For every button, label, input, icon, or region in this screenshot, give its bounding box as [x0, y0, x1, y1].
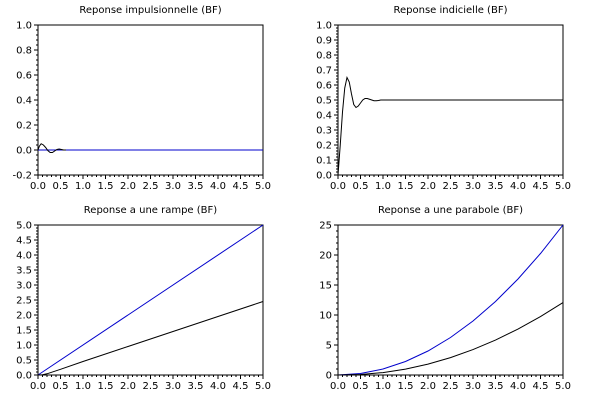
- y-tick-label: 1.0: [16, 21, 32, 32]
- plot-step-response: Reponse indicielle (BF) 0.0 0.5 1.0 1.5 2.0 2.…: [316, 5, 571, 192]
- y-tick-label: 1.5: [16, 326, 32, 337]
- x-tick-label: 0.5: [353, 381, 369, 392]
- x-tick-label: 0.5: [53, 181, 69, 192]
- y-tick-label: 0.0: [316, 171, 332, 182]
- x-tick-label: 2.0: [120, 181, 136, 192]
- y-tick-label: 5.0: [16, 221, 32, 232]
- x-tick-label: 5.0: [555, 181, 571, 192]
- y-tick-label: 0.6: [316, 81, 332, 92]
- chart-title: Reponse impulsionnelle (BF): [79, 5, 221, 16]
- plot-frame: [37, 24, 264, 176]
- y-tick-label: 0.2: [316, 141, 332, 152]
- x-tick-label: 1.0: [375, 381, 391, 392]
- x-tick-label: 4.0: [210, 181, 226, 192]
- x-tick-label: 4.5: [533, 381, 549, 392]
- x-tick-label: 3.5: [188, 181, 204, 192]
- chart-title: Reponse indicielle (BF): [394, 5, 508, 16]
- y-tick-label: 0: [326, 371, 332, 382]
- y-tick-label: 0.0: [16, 146, 32, 157]
- plot-frame: [337, 224, 564, 376]
- y-tick-label: 4.0: [16, 251, 32, 262]
- y-tick-label: -0.2: [12, 171, 32, 182]
- y-tick-label: 25: [319, 221, 332, 232]
- y-tick-label: 0.2: [16, 121, 32, 132]
- x-tick-label: 4.0: [510, 181, 526, 192]
- x-tick-label: 2.5: [143, 381, 159, 392]
- x-tick-label: 3.5: [488, 181, 504, 192]
- x-tick-label: 0.5: [53, 381, 69, 392]
- y-tick-label: 0.8: [316, 51, 332, 62]
- x-tick-label: 1.0: [75, 381, 91, 392]
- x-tick-label: 0.0: [30, 181, 46, 192]
- x-tick-label: 5.0: [255, 181, 271, 192]
- y-tick-label: 0.7: [316, 66, 332, 77]
- x-tick-label: 2.0: [120, 381, 136, 392]
- plot-ramp-response: Reponse a une rampe (BF) 0.0 0.5 1.0 1.5 2.0 2…: [16, 205, 271, 392]
- x-tick-label: 0.0: [330, 381, 346, 392]
- series-line-1: [37, 143, 66, 153]
- x-tick-label: 0.0: [30, 381, 46, 392]
- y-tick-label: 0.5: [16, 356, 32, 367]
- x-tick-label: 1.5: [398, 381, 414, 392]
- series-line-1: [37, 301, 264, 376]
- chart-title: Reponse a une parabole (BF): [378, 205, 523, 216]
- plot-impulse-response: Reponse impulsionnelle (BF) 0.0 0.5 1.0 1.5 2…: [12, 5, 270, 192]
- y-tick-label: 0.1: [316, 156, 332, 167]
- x-tick-label: 1.5: [98, 181, 114, 192]
- y-tick-label: 20: [319, 251, 332, 262]
- chart-title: Reponse a une rampe (BF): [84, 205, 217, 216]
- y-tick-label: 15: [319, 281, 332, 292]
- y-tick-label: 0.6: [16, 71, 32, 82]
- x-tick-label: 1.5: [398, 181, 414, 192]
- y-tick-label: 1.0: [16, 341, 32, 352]
- series-line-0: [37, 224, 264, 376]
- y-tick-label: 0.4: [16, 96, 32, 107]
- x-tick-label: 0.5: [353, 181, 369, 192]
- x-tick-label: 4.0: [210, 381, 226, 392]
- x-tick-label: 3.0: [465, 181, 481, 192]
- x-tick-label: 2.0: [420, 381, 436, 392]
- y-tick-label: 5: [326, 341, 332, 352]
- y-tick-label: 2.5: [16, 296, 32, 307]
- y-tick-label: 0.3: [316, 126, 332, 137]
- x-tick-label: 1.0: [375, 181, 391, 192]
- y-tick-label: 3.0: [16, 281, 32, 292]
- y-tick-label: 1.0: [316, 21, 332, 32]
- x-tick-label: 5.0: [255, 381, 271, 392]
- x-tick-label: 5.0: [555, 381, 571, 392]
- y-tick-label: 0.0: [16, 371, 32, 382]
- series-line-0: [337, 224, 564, 376]
- y-tick-label: 0.8: [16, 46, 32, 57]
- x-tick-label: 2.0: [420, 181, 436, 192]
- x-tick-label: 3.0: [165, 181, 181, 192]
- x-tick-label: 3.5: [188, 381, 204, 392]
- x-tick-label: 2.5: [143, 181, 159, 192]
- x-tick-label: 3.0: [165, 381, 181, 392]
- plot-parabola-response: Reponse a une parabole (BF) 0.0 0.5 1.0 1.5 2…: [319, 205, 571, 392]
- x-tick-label: 4.5: [233, 181, 249, 192]
- series-line-0: [337, 76, 563, 176]
- x-tick-label: 3.5: [488, 381, 504, 392]
- x-tick-label: 1.0: [75, 181, 91, 192]
- x-tick-label: 4.5: [533, 181, 549, 192]
- x-tick-label: 2.5: [443, 381, 459, 392]
- x-tick-label: 3.0: [465, 381, 481, 392]
- y-tick-label: 4.5: [16, 236, 32, 247]
- y-tick-label: 0.4: [316, 111, 332, 122]
- series-line-1: [337, 302, 564, 376]
- y-tick-label: 2.0: [16, 311, 32, 322]
- x-tick-label: 4.5: [233, 381, 249, 392]
- y-tick-label: 0.9: [316, 36, 332, 47]
- y-tick-label: 3.5: [16, 266, 32, 277]
- x-tick-label: 0.0: [330, 181, 346, 192]
- y-tick-label: 0.5: [316, 96, 332, 107]
- y-tick-label: 10: [319, 311, 332, 322]
- x-tick-label: 1.5: [98, 381, 114, 392]
- x-tick-label: 4.0: [510, 381, 526, 392]
- x-tick-label: 2.5: [443, 181, 459, 192]
